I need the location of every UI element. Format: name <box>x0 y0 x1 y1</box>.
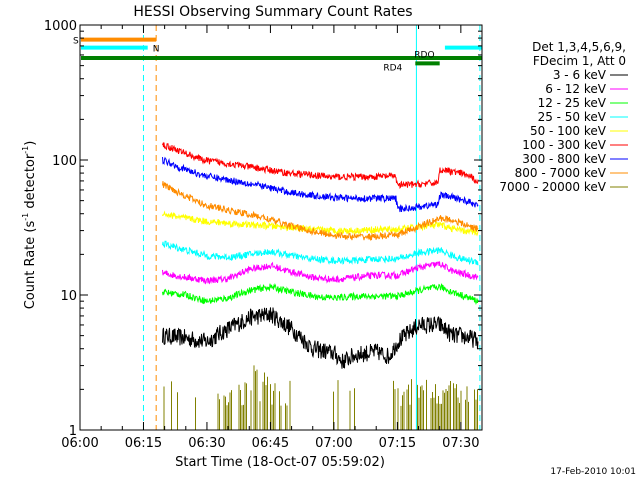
series-12-25-kev <box>162 282 479 305</box>
y-axis-label-part: Count Rate (s <box>23 221 38 310</box>
flag-label-s: S <box>73 37 79 47</box>
legend-header: Det 1,3,4,5,6,9, <box>532 40 626 54</box>
y-tick-label: 10 <box>60 289 77 304</box>
series-800-7000-kev <box>162 181 479 242</box>
legend-item-label: 3 - 6 keV <box>553 68 607 82</box>
chart-title: HESSI Observing Summary Count Rates <box>133 4 412 20</box>
y-axis-label-part: ) <box>23 141 38 146</box>
y-tick-label: 100 <box>52 154 77 169</box>
x-axis-label: Start Time (18-Oct-07 05:59:02) <box>175 455 385 470</box>
legend-item-label: 25 - 50 keV <box>538 110 607 124</box>
legend-item-label: 7000 - 20000 keV <box>499 180 606 194</box>
legend: Det 1,3,4,5,6,9,FDecim 1, Att 03 - 6 keV… <box>499 40 628 194</box>
y-axis-label-superscript: -1 <box>21 213 30 221</box>
y-axis-label: Count Rate (s-1 detector-1) <box>21 141 38 310</box>
legend-item-label: 100 - 300 keV <box>522 138 606 152</box>
series-7000-20000-kev <box>162 365 478 430</box>
x-tick-label: 07:15 <box>379 436 416 451</box>
y-tick-label: 1000 <box>44 19 77 34</box>
series-300-800-kev <box>162 156 479 213</box>
legend-item-label: 6 - 12 keV <box>545 82 607 96</box>
flag-label-rdo: RDO <box>414 50 434 60</box>
x-tick-label: 07:00 <box>315 436 352 451</box>
x-tick-label: 06:45 <box>252 436 289 451</box>
series-group <box>80 25 482 430</box>
plot-frame <box>79 24 483 431</box>
flag-label-rd4: RD4 <box>383 63 402 73</box>
series-3-6-kev <box>162 307 479 369</box>
legend-item-label: 12 - 25 keV <box>538 96 607 110</box>
footer-timestamp: 17-Feb-2010 10:01 <box>550 467 636 477</box>
y-axis-label-superscript: -1 <box>21 146 30 154</box>
series-100-300-kev <box>162 141 479 190</box>
legend-item-label: 300 - 800 keV <box>522 152 606 166</box>
y-tick-label: 1 <box>69 424 77 439</box>
series-25-50-kev <box>162 240 479 266</box>
y-axis-label-part: detector <box>23 153 38 213</box>
flag-label-n: N <box>153 45 160 55</box>
x-tick-label: 06:00 <box>61 436 98 451</box>
legend-item-label: 50 - 100 keV <box>530 124 607 138</box>
axes: S N RDO RD4 1 10 100 1000 06:00 06:15 06:30 06:45 07… <box>44 19 483 451</box>
x-tick-label: 06:15 <box>125 436 162 451</box>
series-6-12-kev <box>162 261 479 285</box>
legend-item-label: 800 - 7000 keV <box>515 166 607 180</box>
x-tick-label: 06:30 <box>188 436 225 451</box>
legend-header: FDecim 1, Att 0 <box>533 54 626 68</box>
x-tick-label: 07:30 <box>442 436 479 451</box>
